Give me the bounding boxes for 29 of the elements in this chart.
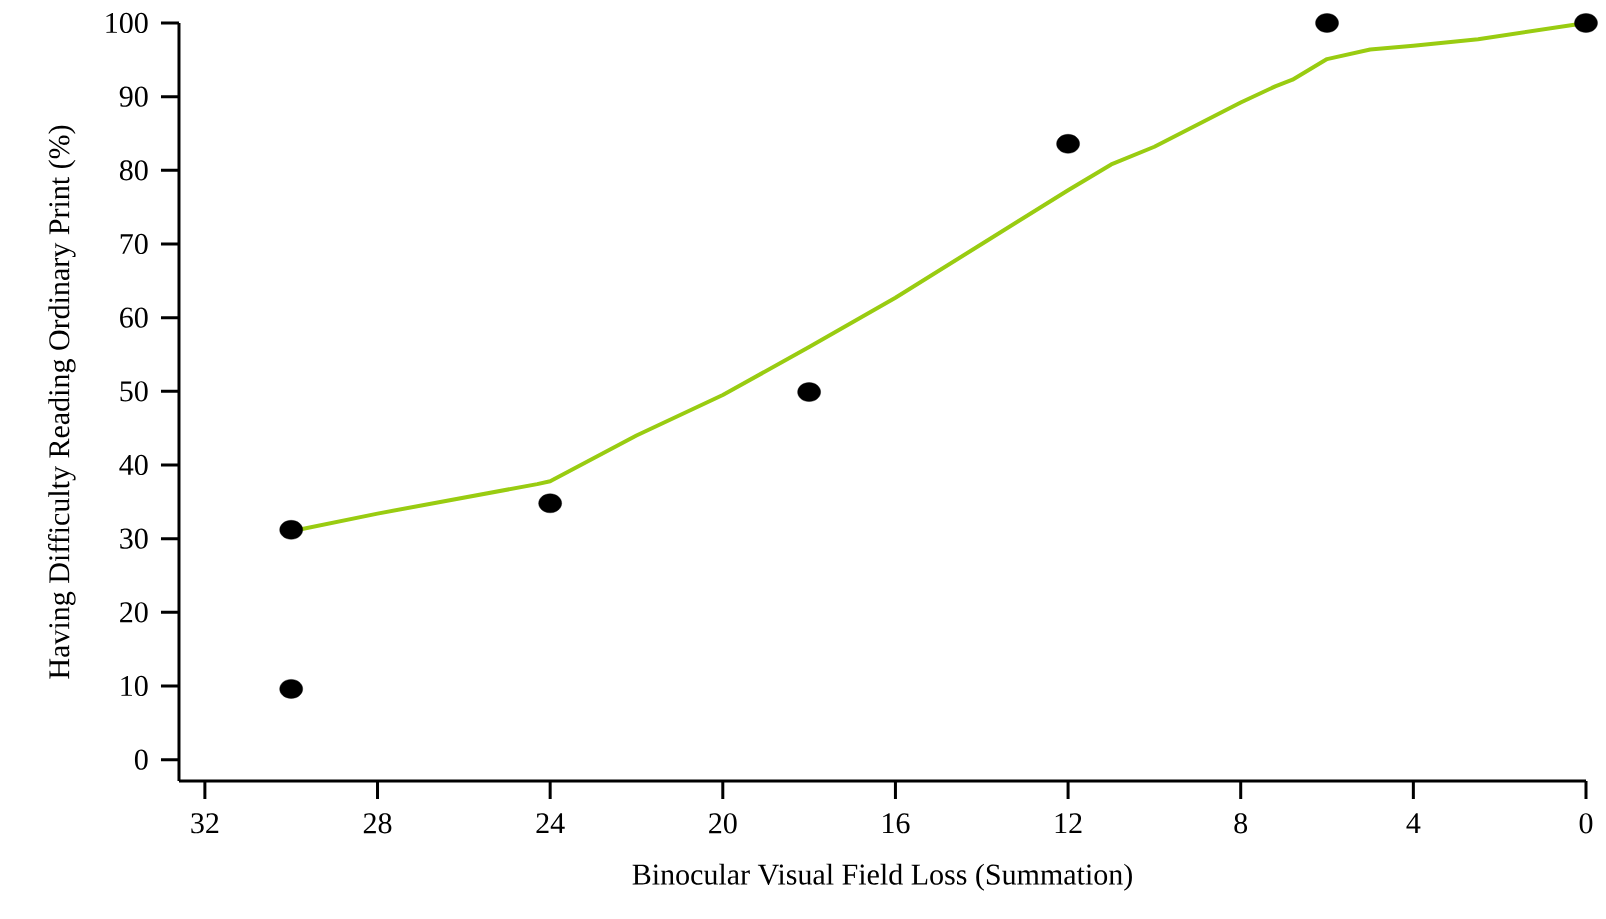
x-tick-label: 16 bbox=[883, 813, 910, 834]
x-axis-title: Binocular Visual Field Loss (Summation) bbox=[632, 863, 1132, 891]
x-tick-label: 12 bbox=[1055, 813, 1082, 834]
point bbox=[797, 382, 821, 402]
x-tick-label: 28 bbox=[363, 813, 392, 834]
point bbox=[279, 520, 303, 540]
x-tick-label: 20 bbox=[709, 813, 737, 834]
x-tick-label: 32 bbox=[191, 813, 219, 834]
y-tick-label: 90 bbox=[119, 86, 148, 107]
x-tick-label: 24 bbox=[536, 813, 565, 834]
point bbox=[1056, 134, 1080, 154]
y-tick-label: 30 bbox=[120, 528, 148, 549]
y-tick-label: 0 bbox=[134, 749, 148, 770]
y-axis-title: Having Difficulty Reading Ordinary Print (%) bbox=[47, 125, 76, 679]
y-tick-label: 10 bbox=[121, 675, 148, 697]
point bbox=[279, 679, 303, 699]
y-tick-label: 50 bbox=[120, 381, 148, 402]
x-tick-label: 4 bbox=[1406, 813, 1421, 833]
y-tick-label: 60 bbox=[120, 307, 148, 328]
y-tick-label: 70 bbox=[120, 233, 148, 255]
x-tick-label: 8 bbox=[1234, 813, 1248, 834]
point bbox=[538, 493, 562, 513]
point bbox=[1574, 13, 1598, 33]
x-tick-label: 0 bbox=[1579, 813, 1593, 834]
y-tick-label: 80 bbox=[119, 160, 148, 181]
y-tick-label: 100 bbox=[106, 12, 148, 34]
point bbox=[1315, 13, 1339, 33]
y-tick-label: 20 bbox=[120, 602, 148, 623]
y-tick-label: 40 bbox=[119, 454, 148, 476]
